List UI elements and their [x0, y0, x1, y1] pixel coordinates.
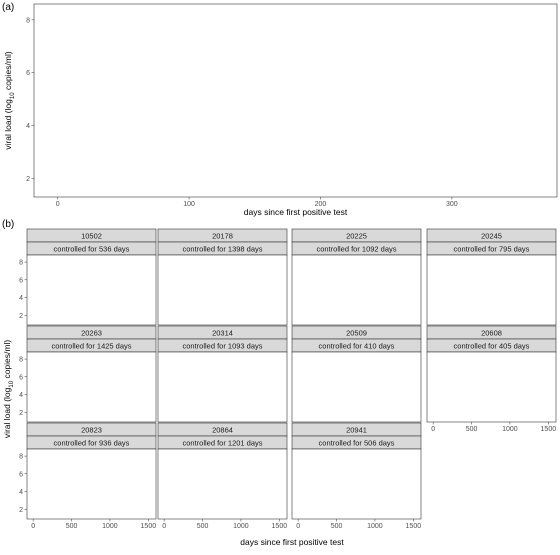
x-tick-label: 0 [31, 523, 35, 530]
facet-border [26, 351, 157, 423]
facet-border [291, 448, 422, 520]
x-axis-title: days since first positive test [244, 207, 348, 217]
x-tick-label: 500 [66, 523, 78, 530]
x-tick-label: 1500 [406, 523, 422, 530]
facet-20245: 20245 controlled for 795 days [426, 228, 557, 326]
facet-subtitle-label: controlled for 410 days [319, 342, 395, 351]
facet-id-label: 20608 [481, 329, 502, 338]
facet-border [26, 254, 157, 326]
x-tick-label: 500 [331, 523, 343, 530]
facet-border [157, 448, 288, 520]
facet-id-label: 20245 [481, 232, 502, 241]
facet-subtitle-label: controlled for 506 days [319, 439, 395, 448]
x-tick-label: 0 [56, 201, 60, 208]
y-tick-label: 4 [26, 123, 30, 130]
y-tick-label: 6 [19, 277, 23, 284]
y-tick-label: 8 [26, 17, 30, 24]
y-tick-label: 8 [19, 454, 23, 461]
facet-20608: 20608 controlled for 405 days 0 500 1000 1500 [426, 325, 557, 433]
facet-20823: 20823 controlled for 936 days 2 4 6 8 0 500 1000… [19, 422, 157, 530]
y-axis-title: viral load (log10 copies/ml) [3, 51, 16, 150]
y-tick-label: 8 [19, 357, 23, 364]
x-tick-label: 1500 [272, 523, 288, 530]
facet-subtitle-label: controlled for 1092 days [316, 245, 396, 254]
x-tick-label: 1500 [141, 523, 157, 530]
x-tick-label: 200 [315, 201, 327, 208]
facet-20225: 20225 controlled for 1092 days [291, 228, 422, 326]
panel-b: 10502 controlled for 536 days 2 4 6 8 20178 con… [2, 228, 557, 547]
facet-subtitle-label: controlled for 936 days [54, 439, 130, 448]
y-tick-label: 6 [19, 471, 23, 478]
y-tick-label: 8 [19, 260, 23, 267]
x-tick-label: 0 [162, 523, 166, 530]
facet-border [157, 254, 288, 326]
facet-id-label: 20509 [346, 329, 367, 338]
facet-subtitle-label: controlled for 536 days [54, 245, 130, 254]
panel-a: 0 100 200 300 2 4 6 8 days since first positive … [3, 3, 558, 217]
panel-a-border [33, 3, 558, 198]
facet-id-label: 20263 [81, 329, 102, 338]
facet-10502: 10502 controlled for 536 days 2 4 6 8 [19, 228, 157, 326]
x-tick-label: 300 [446, 201, 458, 208]
facet-border [157, 351, 288, 423]
facet-20314: 20314 controlled for 1093 days [157, 325, 288, 423]
facet-id-label: 20178 [212, 232, 233, 241]
facet-id-label: 20225 [346, 232, 367, 241]
y-tick-label: 6 [19, 374, 23, 381]
facet-id-label: 20823 [81, 426, 102, 435]
y-tick-label: 2 [26, 176, 30, 183]
y-axis-title: viral load (log10 copies/ml) [2, 340, 15, 439]
y-tick-label: 4 [19, 392, 23, 399]
facet-border [26, 448, 157, 520]
facet-id-label: 20941 [346, 426, 367, 435]
facet-20864: 20864 controlled for 1201 days 0 500 1000 150… [157, 422, 288, 530]
facet-border [426, 254, 557, 326]
x-tick-label: 1000 [502, 426, 518, 433]
x-tick-label: 1000 [233, 523, 249, 530]
facet-id-label: 20864 [212, 426, 233, 435]
facet-subtitle-label: controlled for 1201 days [182, 439, 262, 448]
panel-b-label: (b) [2, 219, 14, 230]
facet-20509: 20509 controlled for 410 days [291, 325, 422, 423]
facet-id-label: 20314 [212, 329, 233, 338]
y-tick-label: 2 [19, 410, 23, 417]
facet-subtitle-label: controlled for 1425 days [51, 342, 131, 351]
facet-id-label: 10502 [81, 232, 102, 241]
x-tick-label: 1000 [102, 523, 118, 530]
x-tick-label: 500 [466, 426, 478, 433]
x-axis-title: days since first positive test [240, 537, 344, 547]
x-tick-label: 0 [431, 426, 435, 433]
y-tick-label: 2 [19, 507, 23, 514]
facet-border [426, 351, 557, 423]
y-tick-label: 6 [26, 70, 30, 77]
facet-border [291, 351, 422, 423]
facet-border [291, 254, 422, 326]
x-tick-label: 100 [183, 201, 195, 208]
x-tick-label: 0 [296, 523, 300, 530]
y-tick-label: 2 [19, 313, 23, 320]
facet-subtitle-label: controlled for 1093 days [182, 342, 262, 351]
y-tick-label: 4 [19, 489, 23, 496]
y-tick-label: 4 [19, 295, 23, 302]
facet-subtitle-label: controlled for 1398 days [182, 245, 262, 254]
facet-20263: 20263 controlled for 1425 days 2 4 6 8 [19, 325, 157, 423]
facet-subtitle-label: controlled for 795 days [454, 245, 530, 254]
facet-20178: 20178 controlled for 1398 days [157, 228, 288, 326]
x-tick-label: 1500 [541, 426, 557, 433]
facet-20941: 20941 controlled for 506 days 0 500 1000 1500 [291, 422, 422, 530]
panel-a-label: (a) [2, 2, 14, 13]
x-tick-label: 500 [197, 523, 209, 530]
x-tick-label: 1000 [367, 523, 383, 530]
facet-subtitle-label: controlled for 405 days [454, 342, 530, 351]
